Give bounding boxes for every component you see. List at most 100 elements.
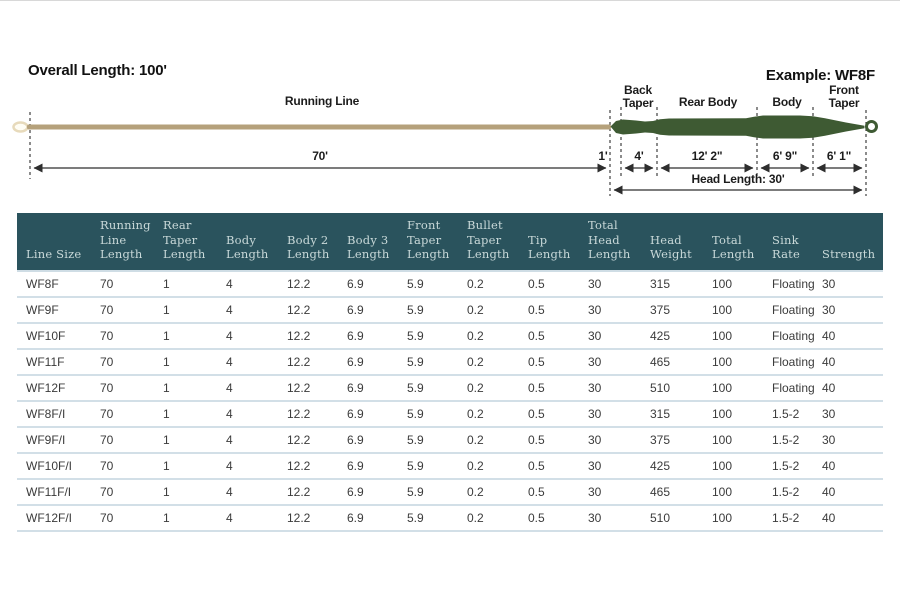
value-cell: 5.9: [407, 452, 467, 480]
column-header: Bullet Taper Length: [467, 213, 528, 272]
column-header: Body Length: [226, 213, 287, 272]
line-size-cell: WF12F: [17, 374, 100, 402]
back-taper-dimension: 4': [634, 149, 644, 163]
column-header: Sink Rate: [772, 213, 822, 272]
value-cell: 1.5-2: [772, 452, 822, 480]
head-taper-shape: [610, 115, 865, 139]
table-row: WF8F/I 70 1 4 12.2 6.9 5.9 0.2 0.5 30 315 100 1.5-2 3…: [17, 400, 883, 428]
value-cell: 100: [712, 452, 772, 480]
value-cell: 375: [650, 296, 712, 324]
value-cell: 70: [100, 504, 163, 532]
value-cell: 1: [163, 504, 226, 532]
value-cell: 30: [588, 504, 650, 532]
value-cell: 1.5-2: [772, 478, 822, 506]
column-header: Running Line Length: [100, 213, 163, 272]
value-cell: 0.5: [528, 322, 588, 350]
value-cell: 100: [712, 322, 772, 350]
column-header: Line Size: [17, 213, 100, 272]
table-row: WF9F 70 1 4 12.2 6.9 5.9 0.2 0.5 30 375 100 Floating…: [17, 296, 883, 324]
value-cell: 100: [712, 400, 772, 428]
value-cell: 4: [226, 426, 287, 454]
line-size-cell: WF11F/I: [17, 478, 100, 506]
value-cell: Floating: [772, 270, 822, 298]
value-cell: 1: [163, 426, 226, 454]
value-cell: 12.2: [287, 296, 347, 324]
value-cell: 30: [822, 270, 883, 298]
column-header: Body 2 Length: [287, 213, 347, 272]
value-cell: 1: [163, 270, 226, 298]
value-cell: 12.2: [287, 270, 347, 298]
value-cell: 0.5: [528, 296, 588, 324]
value-cell: 12.2: [287, 374, 347, 402]
value-cell: 12.2: [287, 426, 347, 454]
value-cell: 4: [226, 322, 287, 350]
value-cell: 1: [163, 452, 226, 480]
value-cell: 12.2: [287, 504, 347, 532]
value-cell: 6.9: [347, 348, 407, 376]
value-cell: 5.9: [407, 348, 467, 376]
line-front-loop-icon: [865, 120, 878, 133]
column-header: Rear Taper Length: [163, 213, 226, 272]
value-cell: 0.2: [467, 452, 528, 480]
value-cell: 510: [650, 374, 712, 402]
value-cell: 70: [100, 348, 163, 376]
value-cell: 30: [588, 426, 650, 454]
value-cell: 6.9: [347, 322, 407, 350]
value-cell: 40: [822, 478, 883, 506]
value-cell: 4: [226, 348, 287, 376]
value-cell: 70: [100, 270, 163, 298]
value-cell: 1: [163, 374, 226, 402]
value-cell: 510: [650, 504, 712, 532]
value-cell: 1: [163, 296, 226, 324]
value-cell: 4: [226, 478, 287, 506]
value-cell: 315: [650, 400, 712, 428]
value-cell: 30: [588, 296, 650, 324]
value-cell: 30: [588, 270, 650, 298]
value-cell: 70: [100, 322, 163, 350]
running-line-dimension: 70': [312, 149, 328, 163]
value-cell: 30: [588, 374, 650, 402]
table-row: WF12F 70 1 4 12.2 6.9 5.9 0.2 0.5 30 510 100 Floatin…: [17, 374, 883, 402]
value-cell: 30: [822, 426, 883, 454]
value-cell: 4: [226, 296, 287, 324]
value-cell: 12.2: [287, 478, 347, 506]
value-cell: 70: [100, 426, 163, 454]
table-row: WF10F 70 1 4 12.2 6.9 5.9 0.2 0.5 30 425 100 Floatin…: [17, 322, 883, 350]
value-cell: 5.9: [407, 400, 467, 428]
value-cell: 6.9: [347, 478, 407, 506]
value-cell: 425: [650, 322, 712, 350]
value-cell: 465: [650, 348, 712, 376]
table-row: WF10F/I 70 1 4 12.2 6.9 5.9 0.2 0.5 30 425 100 1.5-2…: [17, 452, 883, 480]
value-cell: Floating: [772, 374, 822, 402]
value-cell: 6.9: [347, 270, 407, 298]
column-header: Body 3 Length: [347, 213, 407, 272]
table-row: WF11F/I 70 1 4 12.2 6.9 5.9 0.2 0.5 30 465 100 1.5-2…: [17, 478, 883, 506]
column-header: Front Taper Length: [407, 213, 467, 272]
line-size-cell: WF10F/I: [17, 452, 100, 480]
value-cell: 6.9: [347, 504, 407, 532]
example-label: Example: WF8F: [765, 67, 875, 84]
value-cell: 70: [100, 296, 163, 324]
value-cell: 6.9: [347, 374, 407, 402]
value-cell: 5.9: [407, 478, 467, 506]
fly-line-diagram-canvas: [12, 107, 878, 196]
value-cell: 100: [712, 374, 772, 402]
table-header-row: Line Size Running Line Length Rear Taper L…: [17, 213, 883, 272]
value-cell: 30: [822, 296, 883, 324]
rear-body-dimension: 12' 2": [691, 149, 723, 163]
value-cell: 0.2: [467, 322, 528, 350]
body-label: Body: [772, 95, 802, 109]
value-cell: 40: [822, 322, 883, 350]
value-cell: 70: [100, 452, 163, 480]
value-cell: 375: [650, 426, 712, 454]
value-cell: 100: [712, 296, 772, 324]
value-cell: 40: [822, 374, 883, 402]
value-cell: 12.2: [287, 400, 347, 428]
value-cell: 100: [712, 478, 772, 506]
value-cell: 1: [163, 322, 226, 350]
value-cell: 30: [588, 400, 650, 428]
value-cell: 100: [712, 426, 772, 454]
column-header: Total Head Length: [588, 213, 650, 272]
tip-dimension: 1': [598, 149, 608, 163]
value-cell: 0.5: [528, 270, 588, 298]
